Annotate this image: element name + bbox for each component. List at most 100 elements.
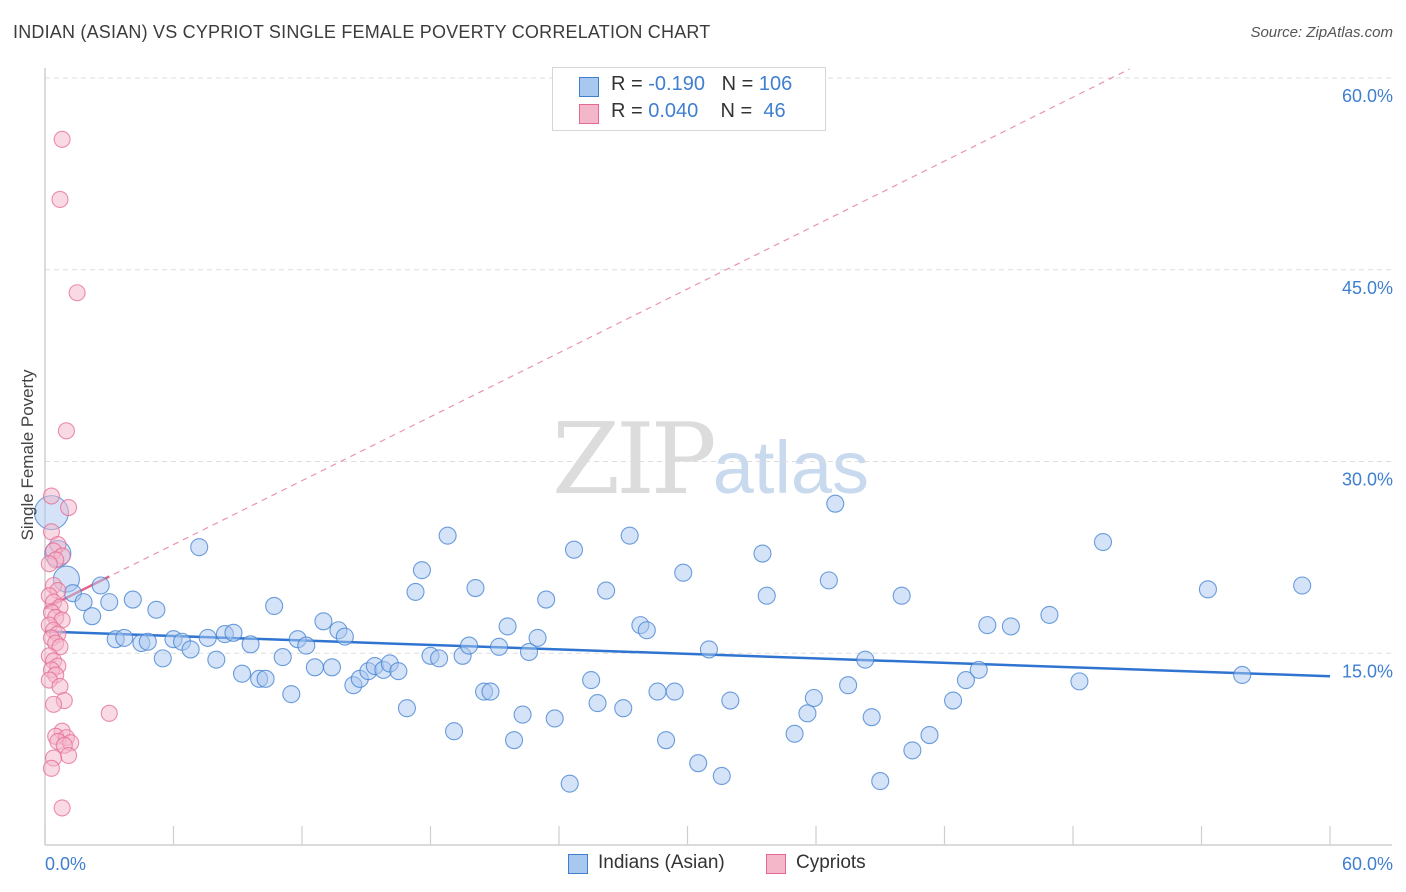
indians-point (74, 593, 93, 612)
indians-point (545, 709, 564, 728)
indians-point (588, 694, 607, 713)
bottom-legend-swatch-blue (568, 854, 588, 874)
indians-point (305, 658, 324, 677)
indians-point (1233, 665, 1252, 685)
indians-point (198, 628, 217, 647)
indians-point (665, 682, 684, 701)
indians-point (839, 676, 858, 695)
indians-point (241, 635, 260, 654)
indians-point (920, 726, 939, 745)
indians-point (699, 640, 718, 659)
indians-point (207, 650, 226, 669)
legend-row-cypriots: R = 0.040 N = 46 (577, 100, 786, 126)
indians-trend-line (44, 630, 1331, 678)
legend-r-value: 0.040 (648, 100, 699, 122)
indians-point (674, 563, 693, 582)
legend-swatch-blue (579, 77, 599, 97)
bottom-legend-swatch-pink (766, 854, 786, 874)
indians-point (903, 741, 922, 760)
legend-swatch-pink (579, 104, 599, 124)
legend-row-indians: R = -0.190 N = 106 (577, 73, 792, 99)
indians-point (489, 637, 509, 656)
legend-r-label: R = (611, 73, 649, 95)
indians-point (978, 616, 997, 635)
indians-point (1001, 617, 1020, 636)
indians-point (430, 649, 449, 668)
indians-point (181, 640, 200, 659)
y-tick-label: 45.0% (1342, 278, 1393, 298)
cypriots-point (51, 677, 69, 696)
indians-point (83, 607, 102, 626)
axes (44, 68, 1392, 846)
indians-point (956, 671, 975, 690)
cypriots-point (53, 130, 71, 148)
indians-point (1093, 532, 1113, 552)
watermark: ZIPatlas (552, 403, 869, 517)
trend-lines (44, 68, 1331, 678)
indians-point (620, 526, 639, 545)
indians-point (582, 671, 601, 690)
indians-point (498, 617, 517, 636)
chart-title: INDIAN (ASIAN) VS CYPRIOT SINGLE FEMALE … (13, 22, 711, 42)
indians-point (91, 576, 110, 595)
indians-point (153, 649, 172, 668)
indians-point (389, 662, 408, 681)
indians-point (297, 636, 316, 655)
indians-point (412, 561, 431, 580)
indians-point (1040, 605, 1059, 624)
indians-point (513, 705, 532, 724)
cypriots-point (53, 799, 71, 817)
indians-point (138, 632, 157, 651)
indians-point (438, 526, 457, 545)
series-cypriots (40, 130, 118, 817)
indians-point (519, 642, 539, 662)
cypriots-point (42, 759, 60, 777)
indians-point (147, 600, 166, 619)
indians-point (256, 669, 275, 688)
source-credit: Source: ZipAtlas.com (1250, 24, 1393, 41)
indians-point (314, 612, 333, 631)
indians-point (944, 691, 963, 710)
series-indians-asian (33, 494, 1312, 793)
indians-point (335, 627, 354, 646)
indians-point (560, 774, 579, 793)
bottom-legend-label: Cypriots (796, 852, 866, 873)
indians-point (397, 699, 416, 718)
x-tick-label: 0.0% (45, 854, 86, 874)
indians-point (537, 590, 556, 609)
indians-point (1293, 576, 1312, 595)
bottom-legend-label: Indians (Asian) (598, 852, 725, 873)
indians-point (862, 708, 881, 727)
cypriots-point (100, 704, 118, 722)
indians-point (504, 731, 524, 750)
indians-point (969, 660, 988, 679)
gridlines (45, 77, 1392, 654)
cypriots-point (57, 422, 75, 440)
indians-point (528, 628, 547, 647)
tick-labels: 15.0% 30.0% 45.0% 60.0% 0.0% 60.0% (45, 86, 1393, 874)
indians-point (481, 682, 500, 701)
watermark-atlas: atlas (712, 426, 870, 509)
indians-point (804, 688, 823, 708)
indians-point (657, 731, 676, 750)
indians-point (273, 648, 292, 667)
cypriots-point (68, 284, 86, 302)
indians-point (322, 658, 342, 677)
indians-point (712, 766, 731, 786)
y-tick-label: 15.0% (1342, 661, 1393, 681)
cypriots-point (60, 746, 78, 765)
legend-n-value: 46 (757, 100, 786, 122)
legend-r-value: -0.190 (648, 73, 705, 95)
indians-point (100, 593, 119, 612)
legend: R = -0.190 N = 106 R = 0.040 N = 46 (552, 67, 826, 131)
indians-point (597, 581, 616, 600)
indians-point (637, 621, 656, 640)
legend-r-label: R = (611, 100, 649, 122)
indians-point (785, 724, 804, 743)
cypriots-point (42, 487, 60, 505)
indians-point (445, 722, 464, 741)
indians-point (892, 586, 911, 605)
indians-point (753, 544, 772, 563)
indians-point (798, 704, 817, 723)
